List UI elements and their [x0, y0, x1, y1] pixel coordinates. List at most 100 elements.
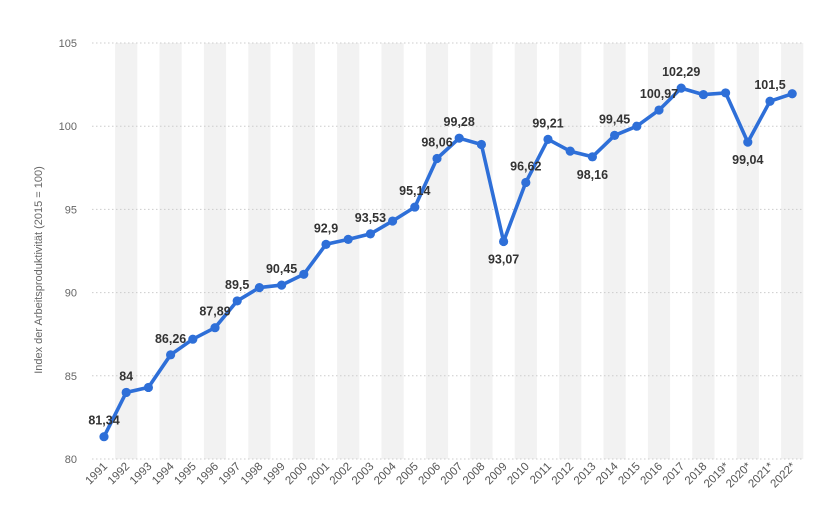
data-labels: 81,34 84 86,26 87,89 89,5 90,45 92,9 93,53 95,14… [88, 65, 785, 428]
point-2002 [343, 234, 353, 244]
y-axis-ticks: 80 85 90 95 100 105 [59, 38, 77, 466]
point-2021* [765, 96, 775, 106]
x-tick-2013: 2013 [572, 461, 599, 488]
x-tick-1996: 1996 [195, 461, 222, 488]
point-1994 [166, 350, 176, 360]
data-label-2001: 92,9 [314, 221, 338, 235]
x-tick-2003: 2003 [350, 461, 377, 488]
x-tick-1994: 1994 [150, 460, 177, 487]
band-1998 [248, 43, 271, 459]
x-tick-2007: 2007 [439, 461, 466, 488]
band-2022* [781, 43, 804, 459]
x-tick-1997: 1997 [217, 461, 244, 488]
band-2008 [470, 43, 493, 459]
band-2012 [559, 43, 582, 459]
data-label-1997: 89,5 [225, 278, 249, 292]
point-1996 [210, 323, 220, 333]
x-tick-2016: 2016 [639, 461, 666, 488]
point-2000 [299, 269, 309, 279]
x-tick-2006: 2006 [417, 461, 444, 488]
x-tick-2000: 2000 [283, 461, 310, 488]
point-2007 [454, 133, 464, 143]
x-tick-2015: 2015 [616, 461, 643, 488]
point-1995 [188, 334, 198, 344]
data-label-2003: 93,53 [355, 211, 386, 225]
x-tick-2010: 2010 [505, 461, 532, 488]
data-label-2007: 99,28 [444, 115, 475, 129]
point-2001 [321, 239, 331, 249]
point-2011 [543, 134, 553, 144]
x-tick-2001: 2001 [306, 461, 333, 488]
data-label-1994: 86,26 [155, 332, 186, 346]
band-1992 [115, 43, 138, 459]
x-axis-ticks: 1991199219931994199519961997199819992000… [84, 460, 799, 490]
alternating-bands [115, 43, 804, 459]
band-2018 [692, 43, 715, 459]
band-2016 [647, 43, 671, 459]
data-label-1992: 84 [119, 369, 133, 383]
point-2008 [476, 139, 486, 150]
band-2010 [514, 43, 537, 459]
point-2020* [743, 137, 753, 147]
x-tick-2004: 2004 [372, 460, 399, 487]
x-tick-2005: 2005 [394, 461, 421, 488]
band-1996 [203, 43, 227, 459]
point-2016 [654, 105, 664, 115]
point-2022* [787, 89, 797, 99]
x-tick-2017: 2017 [661, 461, 688, 488]
x-tick-2022*: 2022* [769, 460, 799, 490]
point-2005 [410, 202, 420, 212]
data-label-2006: 98,06 [421, 135, 452, 149]
data-label-2011: 99,21 [532, 116, 563, 130]
point-2014 [610, 130, 620, 140]
point-2004 [388, 216, 398, 226]
point-2018 [698, 89, 709, 100]
point-1998 [254, 283, 264, 293]
x-tick-1991: 1991 [84, 461, 111, 488]
series-line [102, 86, 795, 439]
y-tick-105: 105 [59, 38, 77, 50]
x-tick-1998: 1998 [239, 461, 266, 488]
data-label-2005: 95,14 [399, 184, 430, 198]
data-label-2020*: 99,04 [732, 153, 763, 167]
x-tick-2002: 2002 [328, 461, 355, 488]
point-1991 [99, 432, 109, 442]
data-label-1996: 87,89 [199, 305, 230, 319]
y-tick-85: 85 [65, 371, 77, 383]
y-tick-95: 95 [65, 204, 77, 216]
data-label-1999: 90,45 [266, 262, 297, 276]
data-label-2014: 99,45 [599, 112, 630, 126]
point-1992 [121, 387, 131, 398]
band-1994 [159, 43, 182, 459]
data-label-1991: 81,34 [88, 414, 119, 428]
data-label-2017: 102,29 [662, 65, 700, 79]
point-2010 [521, 177, 531, 188]
point-2012 [565, 146, 575, 156]
data-label-2010: 96,62 [510, 159, 541, 173]
x-tick-1993: 1993 [128, 461, 155, 488]
point-1993 [143, 382, 153, 393]
band-2004 [381, 43, 404, 459]
x-tick-2009: 2009 [483, 461, 510, 488]
band-2000 [292, 43, 315, 459]
x-tick-1992: 1992 [106, 461, 133, 488]
point-2017 [676, 83, 686, 93]
point-1997 [232, 296, 242, 306]
data-label-2021*: 101,5 [754, 78, 785, 92]
band-2002 [337, 43, 360, 459]
x-tick-2014: 2014 [594, 460, 621, 487]
data-label-2009: 93,07 [488, 253, 519, 267]
x-tick-2012: 2012 [550, 461, 577, 488]
band-2006 [425, 43, 449, 459]
band-2020* [736, 43, 759, 459]
y-axis-title: Index der Arbeitsproduktivität (2015 = 1… [33, 166, 45, 374]
point-2013 [587, 152, 598, 162]
point-2003 [365, 229, 375, 239]
point-2015 [632, 121, 642, 131]
point-1999 [277, 280, 287, 290]
band-2014 [603, 43, 626, 459]
data-label-2013: 98,16 [577, 168, 608, 182]
y-tick-80: 80 [65, 454, 77, 466]
